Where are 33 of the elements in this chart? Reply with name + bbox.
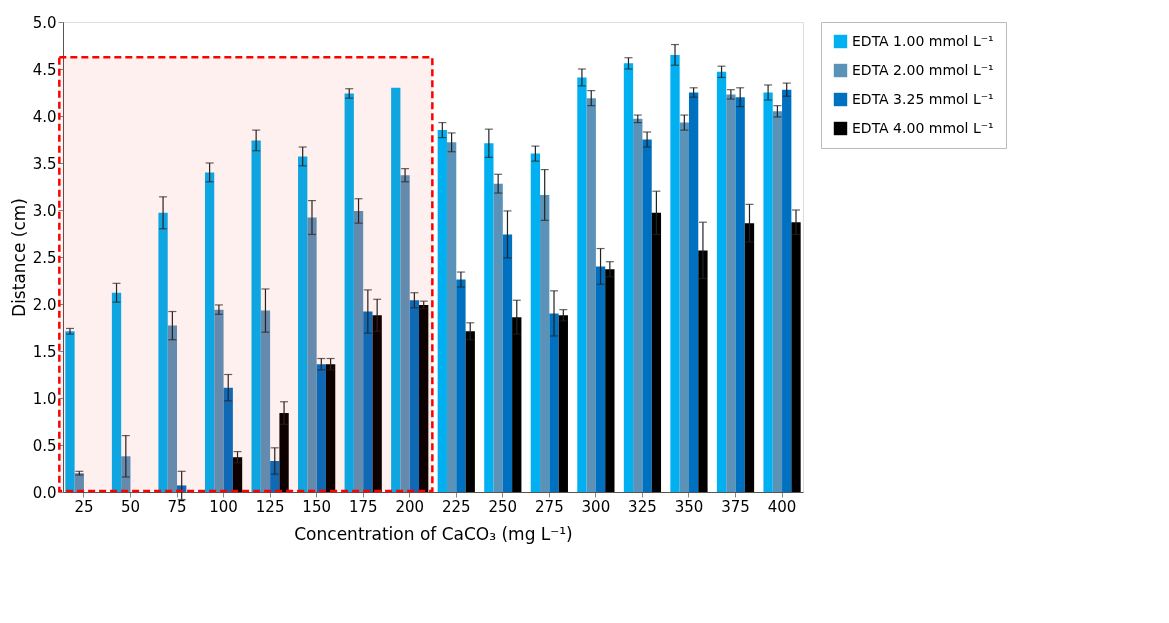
x-tick-label: 125 bbox=[255, 497, 285, 516]
y-tick-label: 5.0 bbox=[32, 13, 57, 32]
x-tick-label: 375 bbox=[721, 497, 750, 516]
y-tick-label: 4.5 bbox=[32, 60, 57, 79]
x-tick-label: 150 bbox=[302, 497, 331, 516]
x-tick-label: 350 bbox=[674, 497, 704, 516]
x-tick-label: 275 bbox=[535, 497, 564, 516]
y-tick-label: 4.0 bbox=[32, 107, 57, 126]
y-axis-title: Distance (cm) bbox=[8, 198, 29, 317]
legend-label: EDTA 3.25 mmol L⁻¹ bbox=[852, 90, 994, 107]
x-tick-label: 225 bbox=[441, 497, 471, 516]
x-tick-label: 25 bbox=[74, 497, 94, 516]
x-axis-title: Concentration of CaCO₃ (mg L⁻¹) bbox=[294, 523, 573, 544]
y-tick-label: 1.5 bbox=[32, 342, 57, 361]
y-tick-label: 3.0 bbox=[32, 201, 57, 220]
y-tick-label: 2.5 bbox=[32, 248, 57, 267]
y-tick-label: 2.0 bbox=[32, 295, 57, 314]
x-tick-label: 75 bbox=[167, 497, 187, 516]
legend-label: EDTA 1.00 mmol L⁻¹ bbox=[852, 32, 994, 49]
y-tick-label: 0.0 bbox=[32, 483, 57, 502]
x-tick-label: 300 bbox=[581, 497, 611, 516]
y-tick-label: 1.0 bbox=[32, 389, 57, 408]
y-tick-label: 3.5 bbox=[32, 154, 57, 173]
x-tick-label: 250 bbox=[488, 497, 518, 516]
legend-label: EDTA 2.00 mmol L⁻¹ bbox=[852, 61, 994, 78]
x-tick-label: 200 bbox=[395, 497, 425, 516]
legend-label: EDTA 4.00 mmol L⁻¹ bbox=[852, 119, 994, 136]
x-tick-label: 175 bbox=[348, 497, 378, 516]
y-tick-label: 0.5 bbox=[32, 436, 57, 455]
x-tick-label: 100 bbox=[209, 497, 238, 516]
x-tick-label: 325 bbox=[628, 497, 657, 516]
x-tick-label: 400 bbox=[767, 497, 797, 516]
x-tick-label: 50 bbox=[120, 497, 141, 516]
